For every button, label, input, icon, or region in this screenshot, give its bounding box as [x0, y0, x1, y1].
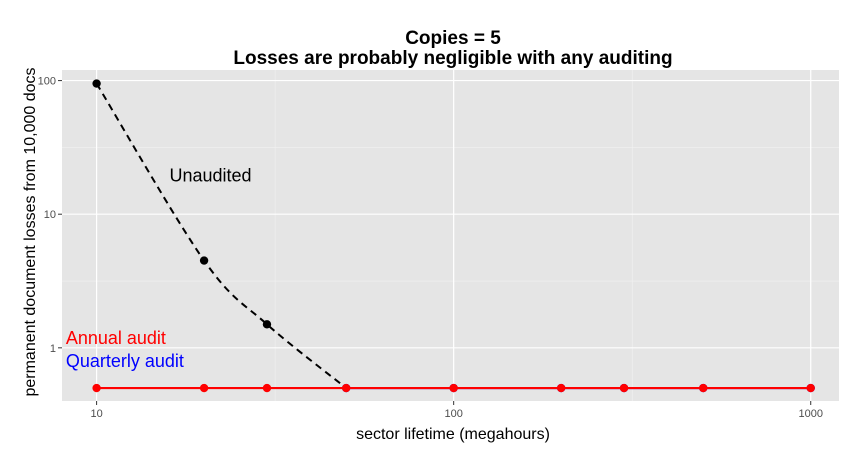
- data-point: [556, 383, 566, 393]
- x-tick-label: 1000: [798, 408, 822, 420]
- series-2: [92, 383, 815, 393]
- series-0: [92, 79, 347, 389]
- y-axis-title: permanent document losses from 10,000 do…: [22, 67, 39, 396]
- annotation-label: Annual audit: [66, 328, 166, 348]
- x-axis-ticks: 10 100 1000: [90, 401, 823, 420]
- x-axis-title: sector lifetime (megahours): [356, 426, 550, 443]
- annotation-label: Unaudited: [169, 166, 251, 186]
- plot-background: [62, 70, 839, 401]
- data-point: [699, 383, 708, 393]
- data-point: [92, 383, 101, 393]
- data-point: [449, 383, 458, 393]
- y-axis-ticks: 1 10 100: [38, 76, 62, 355]
- data-point: [806, 383, 815, 393]
- data-point: [341, 383, 351, 393]
- y-tick-label: 100: [38, 76, 56, 88]
- chart-title: Copies = 5: [405, 28, 501, 49]
- x-tick-label: 100: [444, 408, 462, 420]
- annotation-label: Quarterly audit: [66, 351, 184, 371]
- x-tick-label: 10: [90, 408, 102, 420]
- y-tick-label: 10: [44, 209, 56, 221]
- gridlines: [62, 70, 839, 401]
- data-point: [262, 320, 272, 329]
- series-line: [95, 83, 347, 389]
- data-point: [199, 256, 209, 265]
- series-layer: [92, 79, 815, 393]
- y-tick-label: 1: [50, 343, 56, 355]
- chart-subtitle: Losses are probably negligible with any …: [233, 48, 672, 69]
- data-point: [199, 383, 209, 393]
- data-point: [92, 79, 101, 88]
- data-point: [619, 383, 629, 393]
- annotations: Unaudited Annual audit Quarterly audit: [66, 166, 252, 371]
- data-point: [262, 383, 272, 393]
- plot-panel: [62, 70, 839, 401]
